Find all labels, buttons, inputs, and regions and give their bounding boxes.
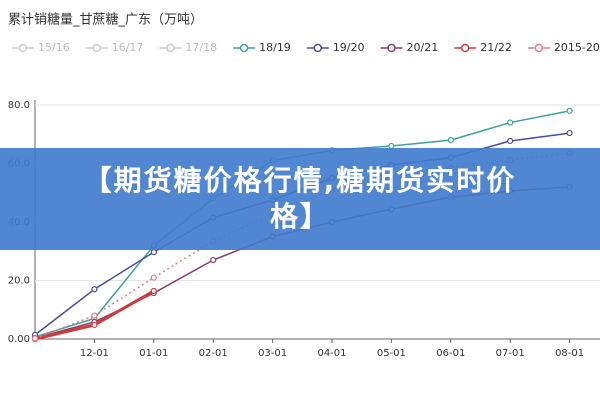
legend-label: 19/20 xyxy=(333,41,365,54)
data-point xyxy=(150,287,157,295)
legend-marker xyxy=(92,43,101,53)
x-tick-label: 05-01 xyxy=(377,348,406,359)
chart-title: 累计销糖量_甘蔗糖_广东（万吨） xyxy=(8,12,203,28)
y-tick-label: 0.00 xyxy=(8,334,30,345)
data-point xyxy=(91,321,98,329)
data-point xyxy=(91,286,98,293)
data-point xyxy=(150,274,157,281)
data-point xyxy=(566,129,573,137)
legend-marker xyxy=(313,43,323,53)
legend-marker xyxy=(166,43,175,53)
data-point xyxy=(91,312,98,319)
data-point xyxy=(507,137,514,145)
data-point xyxy=(31,335,39,342)
data-point xyxy=(507,119,514,126)
banner: 【期货糖价格行情,糖期货实时价格】 xyxy=(0,148,600,250)
legend-marker xyxy=(18,43,28,53)
x-tick-label: 03-01 xyxy=(258,348,287,359)
legend-label: 2015-2020均 xyxy=(554,41,600,54)
legend-label: 18/19 xyxy=(259,41,291,54)
data-point xyxy=(447,137,454,144)
legend-item[interactable]: 19/20 xyxy=(306,41,365,54)
legend-label: 20/21 xyxy=(407,41,439,54)
x-tick-label: 07-01 xyxy=(496,348,525,359)
legend-marker xyxy=(387,43,396,53)
legend-item[interactable]: 18/19 xyxy=(233,41,291,54)
legend-item[interactable]: 16/17 xyxy=(85,41,144,54)
legend-label: 15/16 xyxy=(38,41,70,54)
legend-label: 21/22 xyxy=(480,41,512,54)
banner-text: 【期货糖价格行情,糖期货实时价格】 xyxy=(83,164,517,233)
legend-marker xyxy=(239,43,249,53)
legend-item[interactable]: 15/16 xyxy=(12,41,70,54)
legend-marker xyxy=(460,43,470,53)
x-tick-label: 04-01 xyxy=(317,348,346,359)
x-tick-label: 08-01 xyxy=(555,348,584,359)
x-tick-label: 06-01 xyxy=(436,348,465,359)
x-tick-label: 02-01 xyxy=(199,348,228,359)
y-tick-label: 80.0 xyxy=(8,100,30,111)
legend-marker xyxy=(534,43,544,53)
x-tick-label: 01-01 xyxy=(139,348,168,359)
legend-item[interactable]: 17/18 xyxy=(159,41,217,54)
legend-item[interactable]: 2015-2020均 xyxy=(527,41,600,54)
legend-item[interactable]: 21/22 xyxy=(454,41,512,54)
data-point xyxy=(150,249,157,256)
y-tick-label: 20.0 xyxy=(8,276,30,287)
legend-label: 17/18 xyxy=(185,41,217,54)
data-point xyxy=(210,256,217,264)
legend-label: 16/17 xyxy=(112,41,144,54)
x-tick-label: 12-01 xyxy=(80,348,109,359)
legend-item[interactable]: 20/21 xyxy=(380,41,439,54)
data-point xyxy=(566,107,573,114)
